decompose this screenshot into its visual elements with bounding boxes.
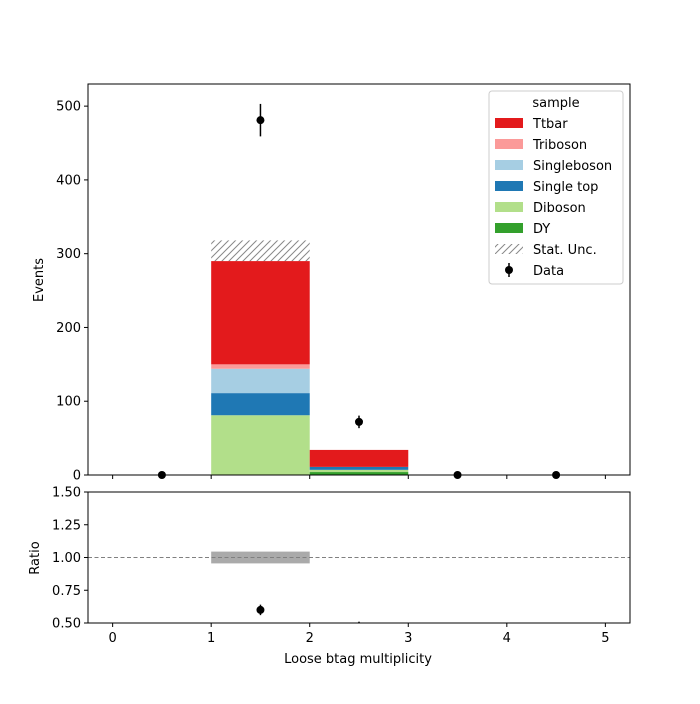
stat-unc-band: [211, 240, 310, 262]
legend-swatch-triboson: [495, 139, 523, 149]
legend-swatch-stat-unc: [495, 244, 523, 254]
legend-title: sample: [532, 96, 579, 111]
main-panel: 0 100 200 300 400 500: [56, 83, 631, 484]
y-tick-label: 300: [56, 247, 81, 262]
y-tick-label: 400: [56, 173, 81, 188]
legend-swatch-diboson: [495, 202, 523, 212]
legend: sample Ttbar Triboson Singleboson Single top…: [488, 90, 624, 285]
x-tick-label: 5: [601, 631, 609, 646]
bar-single-top: [211, 393, 310, 416]
ratio-panel: 0.50 0.75 1.00 1.25 1.50 0 1 2 3 4 5: [52, 486, 631, 646]
x-tick-label: 4: [503, 631, 511, 646]
ratio-y-tick-label: 0.50: [52, 617, 81, 632]
y-axis-label: Events: [32, 258, 47, 302]
bar-ttbar: [211, 261, 310, 365]
bar-singleboson: [211, 368, 310, 394]
ratio-y-axis-label: Ratio: [28, 541, 43, 574]
legend-label-singleboson: Singleboson: [533, 159, 612, 174]
x-tick-label: 3: [404, 631, 412, 646]
main-frame: [87, 83, 631, 476]
x-tick-label: 1: [207, 631, 215, 646]
legend-label-dy: DY: [533, 222, 550, 237]
legend-swatch-data: [505, 266, 513, 274]
x-tick-label: 2: [306, 631, 314, 646]
ratio-point: [256, 605, 265, 614]
legend-label-stat-unc: Stat. Unc.: [533, 243, 597, 258]
bar-dy: [309, 472, 409, 475]
ratio-y-tick-label: 1.25: [52, 518, 81, 533]
y-tick-label: 200: [56, 321, 81, 336]
data-point: [355, 417, 363, 426]
x-axis-label: Loose btag multiplicity: [284, 652, 432, 667]
legend-label-data: Data: [533, 264, 564, 279]
bar-diboson: [309, 469, 409, 473]
legend-swatch-singleboson: [495, 160, 523, 170]
y-tick-label: 500: [56, 100, 81, 115]
ratio-y-tick-label: 0.75: [52, 584, 81, 599]
bar-triboson: [211, 364, 310, 369]
bar-single-top: [309, 466, 409, 470]
bar-diboson: [211, 415, 310, 475]
x-tick-label: 0: [108, 631, 116, 646]
data-point: [256, 116, 265, 125]
ratio-y-tick-label: 1.00: [52, 551, 81, 566]
y-tick-label: 0: [73, 469, 81, 484]
legend-swatch-ttbar: [495, 118, 523, 128]
legend-label-triboson: Triboson: [532, 138, 587, 153]
legend-label-ttbar: Ttbar: [532, 117, 568, 132]
ratio-y-tick-label: 1.50: [52, 486, 81, 501]
legend-label-diboson: Diboson: [533, 201, 586, 216]
y-tick-label: 100: [56, 395, 81, 410]
legend-swatch-single-top: [495, 181, 523, 191]
legend-swatch-dy: [495, 223, 523, 233]
bar-ttbar: [309, 449, 409, 467]
legend-label-single-top: Single top: [533, 180, 598, 195]
